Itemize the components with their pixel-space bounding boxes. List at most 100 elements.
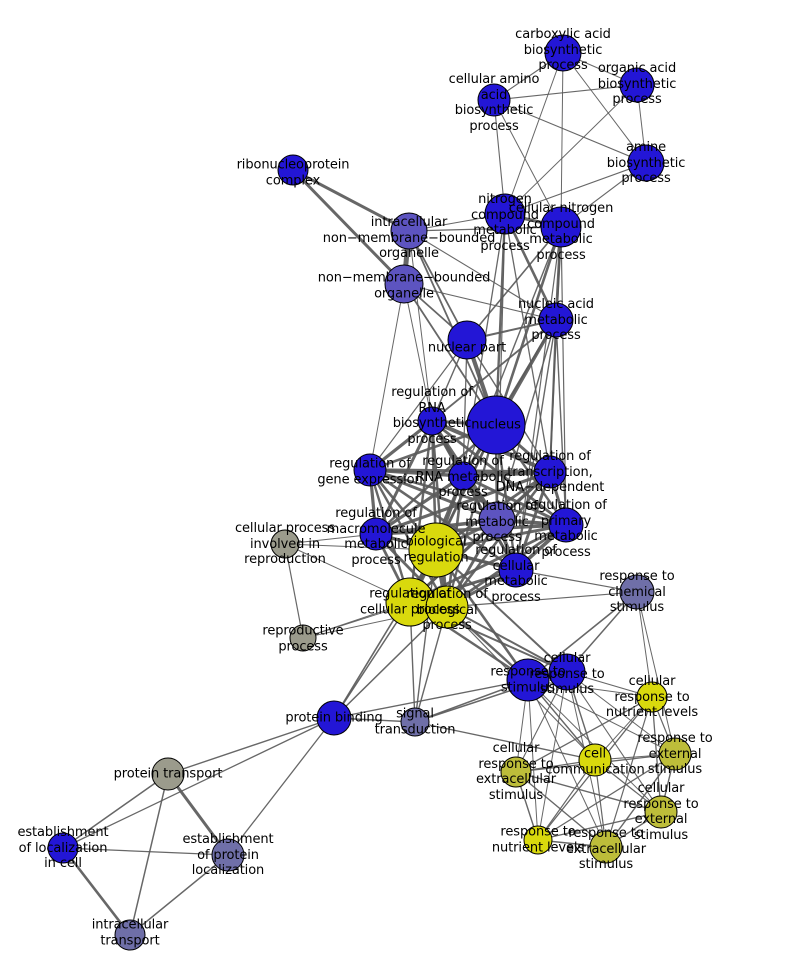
graph-edge [408,226,562,232]
graph-edge [291,168,411,233]
graph-node[interactable] [277,154,309,186]
graph-edge [62,717,335,849]
graph-node[interactable] [417,406,447,436]
graph-node[interactable] [478,501,516,539]
graph-edge [493,99,562,228]
graph-node[interactable] [658,737,692,771]
graph-node[interactable] [448,461,478,491]
graph-edge [368,468,449,609]
graph-edge [560,52,564,228]
graph-node[interactable] [47,832,79,864]
graph-edge [129,854,229,936]
graph-edge [515,771,662,813]
graph-node[interactable] [548,653,586,691]
graph-edge [515,569,638,593]
graph-node[interactable] [289,624,317,652]
graph-edge [496,213,506,521]
graph-node[interactable] [627,144,665,182]
graph-edge [62,773,169,849]
graph-edge [446,606,568,673]
graph-edge [435,549,568,673]
graph-edge [651,696,662,813]
graph-node[interactable] [548,507,584,543]
graph-node[interactable] [619,67,655,103]
graph-edge [515,671,568,773]
graph-node[interactable] [390,212,428,250]
graph-edge [527,679,539,841]
graph-node[interactable] [538,302,574,338]
graph-node[interactable] [644,795,678,829]
graph-edge [227,717,335,856]
graph-node[interactable] [533,455,567,489]
graph-edge [493,84,638,101]
graph-edge [504,52,564,215]
graph-edge [62,847,229,856]
graph-edge [129,773,169,936]
graph-node[interactable] [211,838,245,872]
graph-edge [493,99,647,164]
graph-edge [562,52,647,164]
graph-edge [446,591,638,608]
graph-node[interactable] [359,517,393,551]
graph-node[interactable] [466,395,526,455]
graph-node[interactable] [384,264,424,304]
graph-node[interactable] [270,529,300,559]
graph-edge [605,696,653,848]
graph-edge [284,543,304,639]
graph-edge [527,679,676,755]
graph-edge [466,226,562,341]
graph-edge [515,771,607,848]
graph-edge [374,523,568,536]
graph-edge [414,721,596,761]
graph-edge [374,470,552,536]
graph-node[interactable] [589,830,623,864]
graph-edge [636,591,676,755]
graph-node[interactable] [477,83,511,117]
graph-edge [403,283,433,422]
graph-edge [504,84,638,215]
graph-node[interactable] [498,552,534,588]
graph-edge [537,671,568,841]
graph-node[interactable] [353,453,387,487]
graph-node[interactable] [400,707,430,737]
graph-edge [408,230,433,422]
graph-edge [636,591,653,698]
graph-edge [291,168,406,286]
graph-node[interactable] [544,34,582,72]
graph-node[interactable] [636,681,668,713]
graph-node[interactable] [506,658,550,702]
graph-edge [527,679,607,848]
graph-node[interactable] [484,193,526,235]
graph-node[interactable] [578,743,612,777]
graph-edge [566,671,676,755]
graph-edge [515,696,653,773]
graph-edge [537,811,662,841]
graph-node[interactable] [316,700,352,736]
graph-node[interactable] [540,206,582,248]
graph-node[interactable] [447,320,487,360]
graph-node[interactable] [114,919,146,951]
graph-edge [333,679,529,719]
edges-layer [61,52,676,937]
graph-edge [368,468,568,527]
graph-edge [61,846,132,937]
graph-edge [555,319,567,526]
graph-node[interactable] [619,574,655,610]
graph-edge [369,339,468,471]
graph-edge [333,606,448,719]
graph-edge [167,717,335,775]
graph-node[interactable] [500,756,532,788]
graph-node[interactable] [408,522,464,578]
graph-edge [368,468,499,522]
graph-edge [461,474,568,527]
graph-edge [549,319,557,473]
graph-edge [408,230,468,341]
graph-node[interactable] [151,757,185,791]
graph-node[interactable] [523,825,553,855]
graph-edge [527,591,638,681]
graph-node[interactable] [425,585,469,629]
graph-edge [403,283,557,321]
graph-edge [566,671,662,813]
